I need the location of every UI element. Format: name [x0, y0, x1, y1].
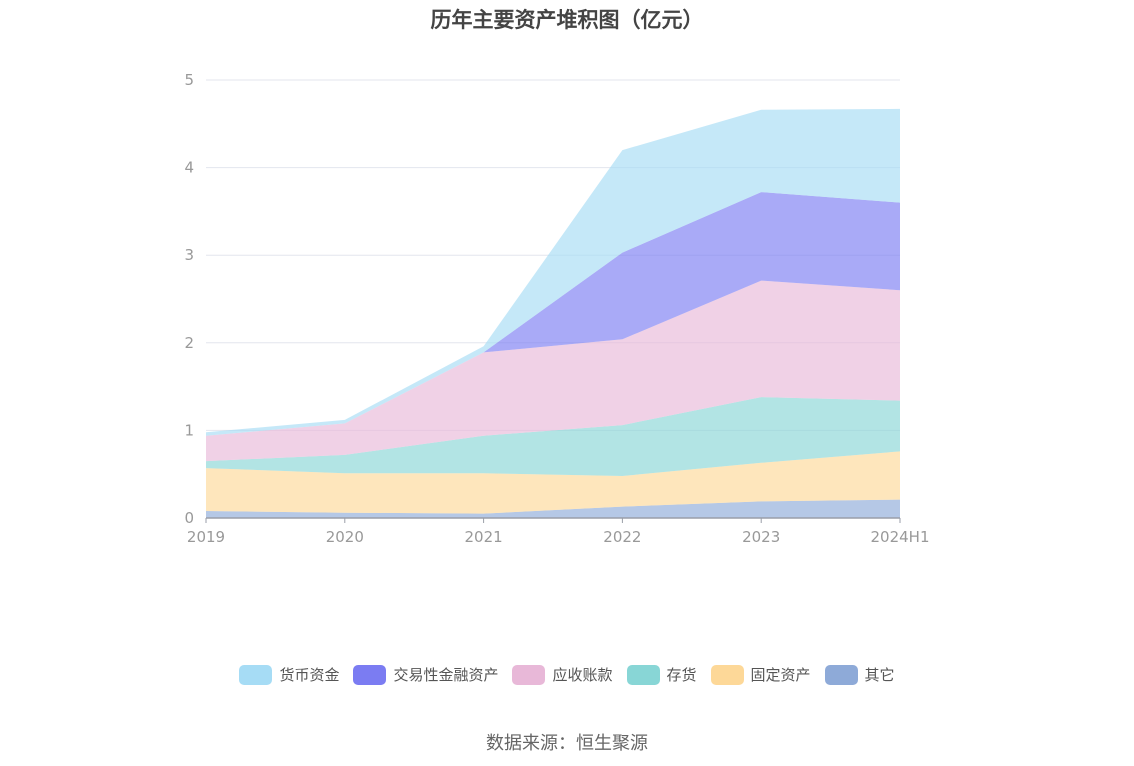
- legend-swatch: [512, 664, 546, 685]
- chart-title: 历年主要资产堆积图（亿元）: [430, 8, 704, 32]
- x-tick-label: 2019: [187, 528, 225, 546]
- legend-label: 存货: [666, 666, 697, 684]
- stacked-area-chart: 0 1 2 3 4 5 2019 2020 2021 2022 2023 2024H1: [184, 71, 929, 546]
- legend-swatch: [239, 664, 273, 685]
- legend: 货币资金 交易性金融资产 应收账款 存货 固定资产 其它: [0, 664, 1134, 685]
- legend-item[interactable]: 货币资金: [239, 664, 339, 685]
- area-series-1[interactable]: [206, 451, 900, 514]
- y-tick-label: 5: [184, 71, 194, 89]
- legend-item[interactable]: 其它: [824, 664, 895, 685]
- legend-label: 交易性金融资产: [393, 666, 499, 684]
- area-series-2[interactable]: [206, 397, 900, 476]
- legend-swatch: [824, 664, 858, 685]
- legend-label: 其它: [864, 666, 895, 684]
- axes: 0 1 2 3 4 5 2019 2020 2021 2022 2023 2024H1: [184, 71, 929, 546]
- x-tick-label: 2024H1: [871, 528, 930, 546]
- x-tick-label: 2021: [465, 528, 503, 546]
- legend-label: 应收账款: [552, 666, 613, 684]
- y-tick-label: 4: [184, 159, 194, 177]
- area-series-3[interactable]: [206, 280, 900, 462]
- area-series: [206, 108, 900, 518]
- legend-item[interactable]: 交易性金融资产: [353, 664, 498, 685]
- y-tick-label: 3: [184, 246, 194, 264]
- area-series-4[interactable]: [206, 192, 900, 436]
- x-tick-label: 2023: [742, 528, 780, 546]
- data-source-note: 数据来源：恒生聚源: [486, 733, 648, 754]
- y-tick-label: 0: [184, 509, 194, 527]
- legend-item[interactable]: 应收账款: [512, 664, 613, 685]
- legend-label: 货币资金: [279, 666, 340, 684]
- area-series-0[interactable]: [206, 499, 900, 518]
- y-tick-label: 1: [184, 421, 194, 439]
- legend-item[interactable]: 固定资产: [710, 664, 811, 685]
- legend-swatch: [626, 664, 660, 685]
- y-tick-label: 2: [184, 334, 194, 352]
- x-tick-label: 2020: [326, 528, 364, 546]
- area-series-5[interactable]: [206, 108, 900, 436]
- legend-swatch: [353, 664, 387, 685]
- x-tick-label: 2022: [603, 528, 641, 546]
- legend-swatch: [710, 664, 744, 685]
- legend-label: 固定资产: [750, 666, 811, 684]
- legend-item[interactable]: 存货: [626, 664, 697, 685]
